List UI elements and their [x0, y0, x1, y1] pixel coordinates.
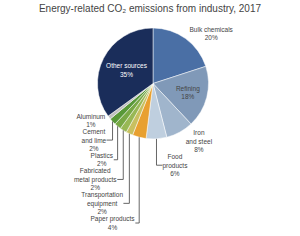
svg-text:Fabricatedmetal products2%: Fabricatedmetal products2% [74, 167, 117, 191]
svg-text:Plastics2%: Plastics2% [91, 152, 114, 167]
svg-text:Transportationequipment2%: Transportationequipment2% [81, 191, 123, 215]
svg-text:Refining18%: Refining18% [176, 85, 200, 100]
svg-text:Foodproducts6%: Foodproducts6% [162, 153, 188, 177]
svg-text:Paper products4%: Paper products4% [91, 215, 136, 230]
svg-text:Cementand lime2%: Cementand lime2% [82, 128, 107, 152]
svg-text:Energy-related CO₂ emissions f: Energy-related CO₂ emissions from indust… [39, 3, 262, 14]
svg-text:Aluminum1%: Aluminum1% [76, 113, 105, 128]
svg-text:Other sources35%: Other sources35% [106, 62, 148, 77]
svg-text:Bulk chemicals20%: Bulk chemicals20% [189, 26, 233, 41]
svg-text:Ironand steel8%: Ironand steel8% [186, 129, 213, 153]
